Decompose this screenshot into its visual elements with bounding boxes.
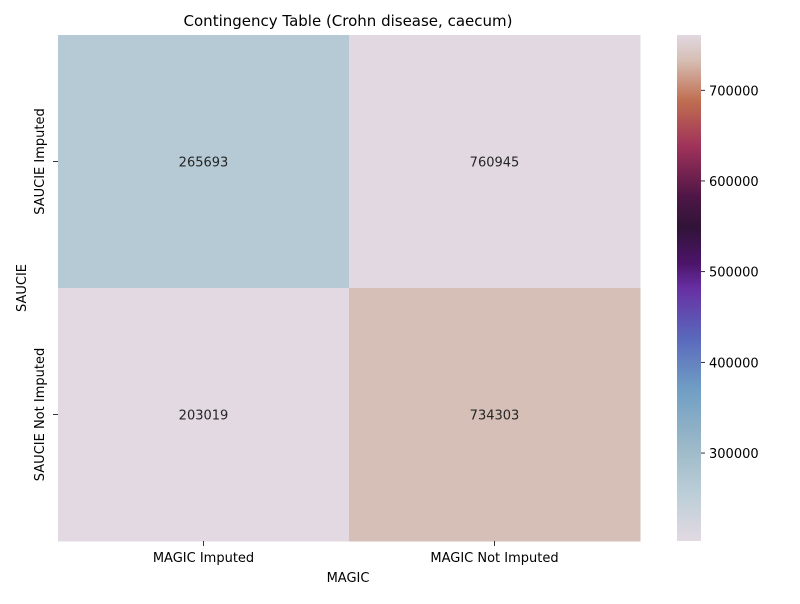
x-axis-label: MAGIC: [327, 571, 370, 586]
x-axis-ticks: MAGIC Imputed MAGIC Not Imputed: [153, 541, 559, 566]
y-tick-label: SAUCIE Imputed: [33, 108, 48, 215]
colorbar-tick-label: 500000: [709, 266, 759, 281]
heatmap-cell: [58, 35, 350, 289]
cell-value-label: 734303: [470, 409, 520, 424]
cell-value-label: 203019: [179, 409, 229, 424]
heatmap-cell: [58, 288, 350, 542]
x-tick-label: MAGIC Imputed: [153, 551, 254, 566]
colorbar-tick-label: 400000: [709, 356, 759, 371]
heatmap-cell: [349, 35, 641, 289]
y-axis-ticks: SAUCIE Imputed SAUCIE Not Imputed: [33, 108, 58, 481]
heatmap-cell: [349, 288, 641, 542]
chart-title: Contingency Table (Crohn disease, caecum…: [184, 12, 513, 30]
colorbar-tick-label: 600000: [709, 175, 759, 190]
colorbar-ticks: 300000 400000 500000 600000 700000: [701, 84, 759, 462]
colorbar: [677, 35, 701, 541]
cell-value-label: 760945: [470, 156, 520, 171]
heatmap-cell-labels: 265693 760945 203019 734303: [179, 156, 520, 424]
y-axis-label: SAUCIE: [15, 264, 30, 312]
colorbar-tick-label: 700000: [709, 84, 759, 99]
x-tick-label: MAGIC Not Imputed: [430, 551, 558, 566]
y-tick-label: SAUCIE Not Imputed: [33, 348, 48, 481]
cell-value-label: 265693: [179, 156, 229, 171]
colorbar-tick-label: 300000: [709, 447, 759, 462]
heatmap-cells: [58, 35, 641, 542]
